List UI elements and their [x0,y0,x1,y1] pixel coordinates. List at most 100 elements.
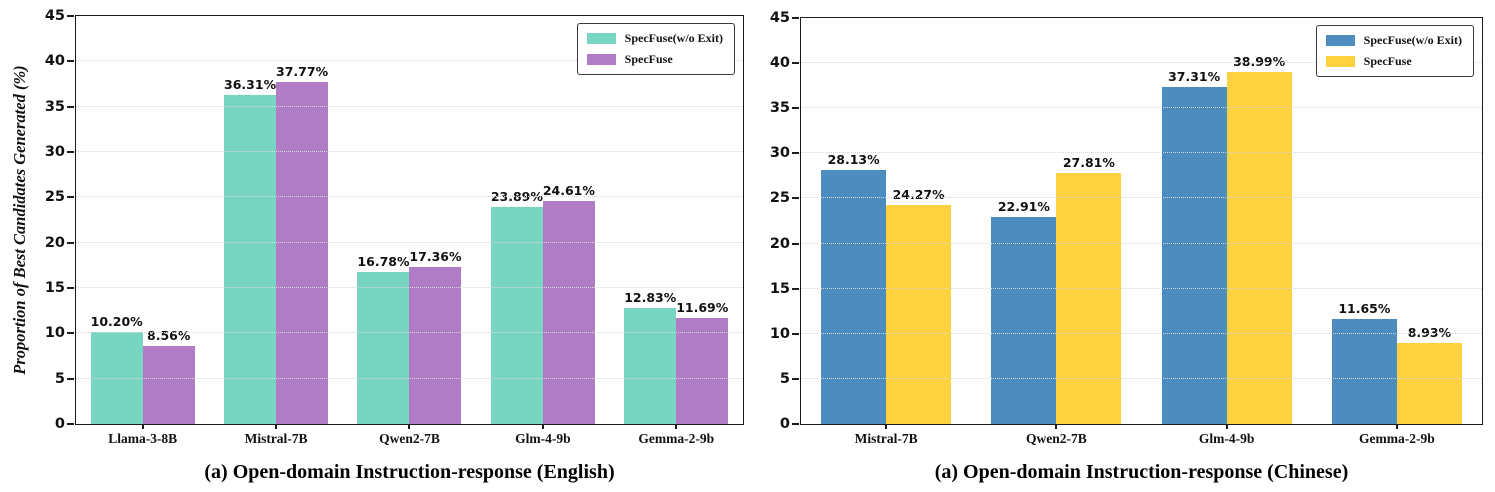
x-tick-mark [408,424,411,429]
bar-group: 12.83% 11.69% [624,16,728,424]
y-tick-mark [67,287,74,290]
y-tick-mark [67,241,74,244]
y-tick-label: 5 [779,370,790,387]
legend-entry: SpecFuse(w/o Exit) [1325,33,1462,48]
y-tick-label: 0 [54,416,65,432]
y-tick-label: 40 [44,53,65,70]
bar-specfuse: 17.36% [409,249,462,424]
x-category: Qwen2-7B [344,424,474,447]
bar-value-label: 8.56% [147,328,191,344]
x-axis-labels: Llama-3-8B Mistral-7B Qwen2-7B Glm-4-9b Gemm… [76,424,743,447]
bar-specfuse-wo-exit: 23.89% [491,189,543,424]
bar-value-label: 12.83% [624,289,677,305]
x-category-label: Gemma-2-9b [1359,431,1435,446]
bar-value-label: 16.78% [357,253,410,269]
bar-value-label: 24.27% [892,187,945,203]
bar-group: 36.31% 37.77% [224,16,328,424]
y-tick-mark [67,423,74,425]
bar-specfuse: 24.27% [886,187,952,424]
legend-label: SpecFuse [624,52,673,66]
y-tick-label: 40 [769,55,790,72]
y-tick-label: 5 [54,370,65,387]
bar-value-label: 17.36% [409,248,462,264]
legend-swatch-specfuse [1325,56,1355,67]
bar-specfuse: 8.56% [142,328,195,424]
y-tick-mark [792,377,799,380]
x-tick-mark [675,424,678,429]
bar-specfuse-wo-exit: 28.13% [821,152,887,424]
x-tick-mark [1395,424,1398,429]
bar-value-label: 10.20% [90,313,143,329]
bar-value-label: 11.65% [1338,300,1391,316]
gridline [76,241,743,243]
bar-group: 16.78% 17.36% [357,16,462,424]
gridline [76,196,743,198]
y-tick-mark [792,152,799,155]
bar-group: 23.89% 24.61% [491,16,595,424]
x-category: Glm-4-9b [1149,424,1305,447]
bar-value-label: 11.69% [676,300,729,316]
legend-entry: SpecFuse [1325,54,1462,69]
gridline [801,377,1482,379]
bar-value-label: 22.91% [997,199,1050,215]
x-category: Llama-3-8B [78,424,208,447]
y-tick-mark [792,107,799,110]
bar-value-label: 38.99% [1233,54,1286,70]
legend: SpecFuse(w/o Exit) SpecFuse [576,23,735,75]
gridline [801,242,1482,244]
chart-chinese: 28.13% 24.27% 22.91% 27.81% 37.31% 38.99% 11.6… [770,0,1495,492]
bar-specfuse-wo-exit: 36.31% [224,77,276,424]
gridline [801,332,1482,334]
y-tick-mark [792,17,799,19]
y-tick-label: 0 [779,416,790,432]
gridline [801,287,1482,289]
bar-group: 28.13% 24.27% [821,18,952,424]
x-category-label: Qwen2-7B [379,431,440,446]
bar-value-label: 28.13% [827,152,880,168]
y-tick-mark [67,105,74,108]
x-category-label: Glm-4-9b [515,431,571,446]
bar-group: 11.65% 8.93% [1331,18,1462,424]
x-category: Mistral-7B [808,424,964,447]
x-axis-labels: Mistral-7B Qwen2-7B Glm-4-9b Gemma-2-9b [801,424,1482,447]
gridline [76,287,743,289]
y-tick-label: 10 [44,325,65,342]
y-tick-mark [792,197,799,200]
legend-entry: SpecFuse(w/o Exit) [586,31,723,46]
bar-specfuse-wo-exit: 16.78% [357,254,410,424]
y-tick-label: 35 [44,98,65,115]
y-tick-mark [792,332,799,335]
bar-specfuse-wo-exit: 11.65% [1331,301,1397,424]
gridline [76,151,743,153]
x-tick-mark [141,424,144,429]
y-tick-mark [67,332,74,335]
bar-value-label: 37.31% [1168,69,1221,85]
x-category-label: Glm-4-9b [1198,431,1255,446]
y-tick-label: 25 [769,190,790,207]
y-tick-mark [792,423,799,425]
bar-specfuse-wo-exit: 37.31% [1161,69,1227,424]
x-tick-mark [1225,424,1228,429]
plot-area: 28.13% 24.27% 22.91% 27.81% 37.31% 38.99% 11.6… [770,10,1483,446]
y-tick-mark [67,196,74,199]
gridline [76,105,743,107]
bar-specfuse: 38.99% [1226,54,1292,424]
bar-group: 10.20% 8.56% [91,16,195,424]
x-category-label: Gemma-2-9b [638,431,715,446]
gridline [76,332,743,334]
y-tick-label: 15 [769,280,790,297]
bars-row: 28.13% 24.27% 22.91% 27.81% 37.31% 38.99% 11.6… [801,18,1482,424]
gridline [801,107,1482,109]
gridline [801,152,1482,154]
legend-swatch-specfuse-wo-exit [1325,35,1355,46]
x-tick-mark [1055,424,1058,429]
bar-specfuse: 24.61% [543,183,595,424]
legend-swatch-specfuse-wo-exit [586,33,616,44]
legend-label: SpecFuse(w/o Exit) [624,31,723,45]
x-category: Glm-4-9b [478,424,608,447]
x-category: Mistral-7B [211,424,341,447]
legend: SpecFuse(w/o Exit) SpecFuse [1315,25,1474,77]
y-tick-mark [67,377,74,380]
x-category-label: Qwen2-7B [1026,431,1087,446]
y-tick-label: 25 [44,189,65,206]
